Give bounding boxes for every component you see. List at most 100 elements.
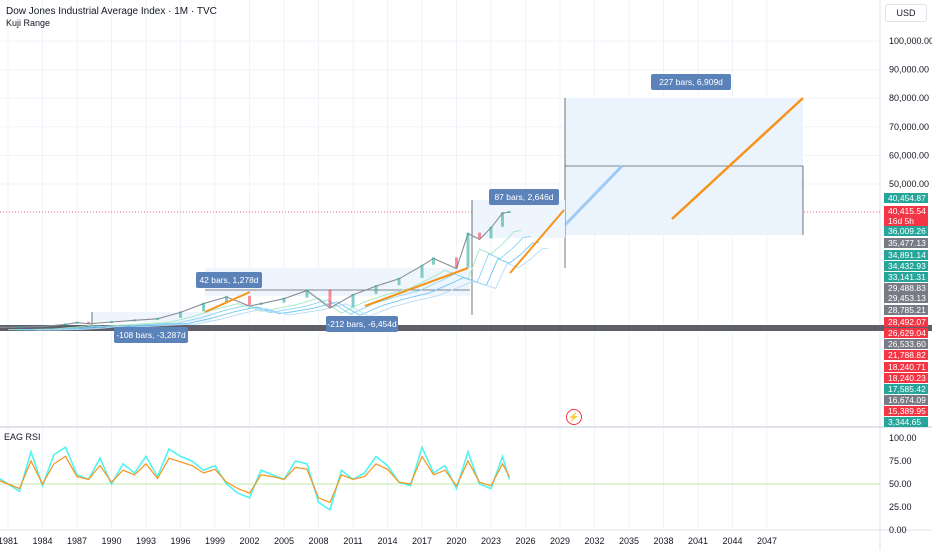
x-tick-label: 2002	[239, 536, 259, 546]
price-tag-bg	[884, 406, 928, 416]
trend-line-orange	[204, 291, 251, 313]
measurement-label-bg	[489, 189, 559, 205]
candles	[18, 211, 511, 329]
price-tag-text: 40,454.87	[888, 193, 926, 203]
currency-selector[interactable]: USD	[885, 4, 927, 22]
candle	[110, 321, 113, 324]
measurement-label-bg	[651, 74, 731, 90]
candle	[248, 295, 251, 305]
trend-line-orange	[364, 267, 469, 307]
chart-title: Dow Jones Industrial Average Index · 1M …	[6, 6, 217, 17]
x-tick-label: 2044	[722, 536, 742, 546]
x-tick-label: 2026	[515, 536, 535, 546]
price-tag-text: 36,009.26	[888, 226, 926, 236]
candle	[507, 211, 511, 214]
candle	[41, 325, 44, 328]
price-tag: 17,585.42	[884, 384, 928, 394]
x-tick-label: 2038	[653, 536, 673, 546]
candle	[75, 321, 79, 324]
price-tag: 29,453.13	[884, 293, 928, 303]
measurement-label: -212 bars, -6,454d	[326, 316, 398, 332]
price-tag: 29,488.83	[884, 283, 928, 293]
price-tag-bg	[884, 373, 928, 383]
price-tag-text: 21,788.82	[888, 350, 926, 360]
x-tick-label: 2011	[343, 536, 362, 546]
measurement-label-text: -212 bars, -6,454d	[327, 319, 397, 329]
price-tag-bg	[884, 293, 928, 303]
price-tag: 26,629.04	[884, 328, 928, 338]
indicator-label: Kuji Range	[6, 18, 51, 28]
price-tag-bg	[884, 216, 928, 226]
candle	[455, 257, 458, 268]
measurement-label-text: -108 bars, -3,287d	[116, 330, 186, 340]
projection-line-blue	[563, 164, 624, 227]
price-tag-bg	[884, 238, 928, 248]
price-tag-bg	[884, 305, 928, 315]
price-tag: 18,240.71	[884, 362, 928, 372]
x-tick-label: 1996	[170, 536, 190, 546]
price-tag: 3,344.65	[884, 417, 928, 427]
price-tag-text: 15,389.95	[888, 406, 926, 416]
x-tick-label: 2017	[412, 536, 432, 546]
price-tag: 34,432.93	[884, 261, 928, 271]
y-tick-label: 100,000.00	[889, 36, 932, 46]
measurement-label-text: 227 bars, 6,909d	[659, 77, 723, 87]
y-tick-label: 80,000.00	[889, 93, 929, 103]
lightning-icon[interactable]: ⚡	[566, 409, 582, 425]
price-tag-text: 26,629.04	[888, 328, 926, 338]
price-tag-text: 16d 5h	[888, 216, 914, 226]
x-tick-label: 1984	[32, 536, 52, 546]
price-tag-bg	[884, 317, 928, 327]
candle	[282, 297, 286, 303]
price-tag-bg	[884, 362, 928, 372]
price-tag-bg	[884, 250, 928, 260]
x-tick-label: 2035	[619, 536, 639, 546]
price-tag: 26,533.60	[884, 339, 928, 349]
candle	[18, 326, 21, 329]
price-tag-text: 26,533.60	[888, 339, 926, 349]
rsi-y-tick-label: 25.00	[889, 502, 912, 512]
price-tag: 36,009.26	[884, 226, 928, 236]
rsi-line	[0, 444, 511, 512]
rsi-y-tick-label: 50.00	[889, 479, 912, 489]
price-tag-bg	[884, 193, 928, 203]
price-tag: 15,389.95	[884, 406, 928, 416]
price-tag: 33,141.31	[884, 272, 928, 282]
price-tag-bg	[884, 283, 928, 293]
x-tick-label: 2029	[550, 536, 570, 546]
price-tag: 16d 5h	[884, 216, 928, 226]
x-tick-label: 2008	[308, 536, 328, 546]
trend-line-orange	[509, 209, 565, 274]
candle	[432, 257, 435, 265]
x-tick-label: 2014	[377, 536, 397, 546]
price-tag: 40,415.54	[884, 206, 928, 216]
candle	[202, 302, 205, 312]
price-tag: 21,788.82	[884, 350, 928, 360]
price-tag: 28,492.07	[884, 317, 928, 327]
y-tick-label: 50,000.00	[889, 179, 929, 189]
x-tick-label: 2020	[446, 536, 466, 546]
candle	[259, 302, 263, 305]
rsi-y-tick-label: 0.00	[889, 525, 907, 535]
candle	[64, 323, 67, 326]
price-tag-text: 40,415.54	[888, 206, 926, 216]
y-tick-label: 70,000.00	[889, 122, 929, 132]
panel-divider	[0, 426, 932, 428]
grid	[0, 0, 880, 530]
price-tag-text: 33,141.31	[888, 272, 926, 282]
candle	[466, 232, 470, 268]
price-tag: 34,891.14	[884, 250, 928, 260]
price-tag-text: 18,240.71	[888, 362, 926, 372]
candle	[225, 295, 228, 303]
measurement-label-bg	[196, 272, 262, 288]
x-tick-label: 2032	[584, 536, 604, 546]
candle	[328, 289, 332, 308]
x-tick-label: 2005	[274, 536, 294, 546]
x-tick-label: 1999	[205, 536, 225, 546]
projection-line-orange	[671, 97, 804, 220]
candle	[501, 212, 504, 227]
rsi-y-tick-label: 75.00	[889, 456, 912, 466]
x-tick-label: 1993	[136, 536, 156, 546]
price-tag-text: 29,453.13	[888, 293, 926, 303]
